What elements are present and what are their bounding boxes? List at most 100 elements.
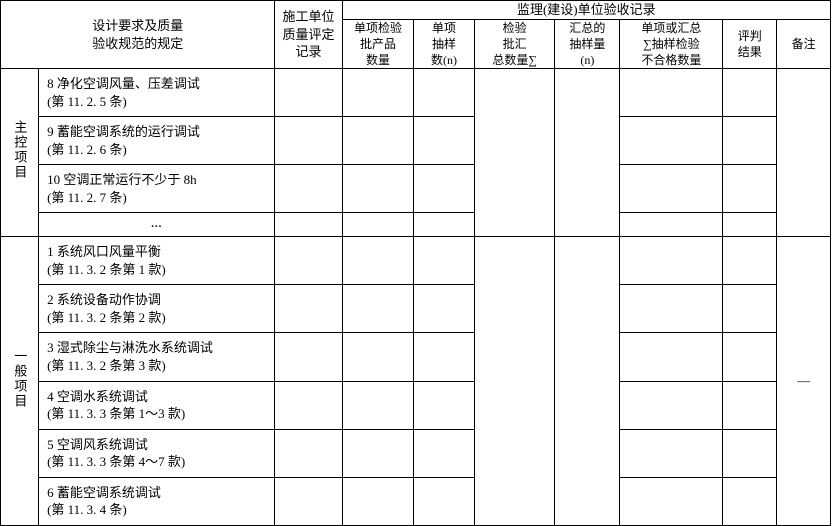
main-item-2-ref: (第 11. 2. 7 条) [47,189,266,207]
hdr-supervision-group: 监理(建设)单位验收记录 [342,1,830,20]
general-item-1-ref: (第 11. 3. 2 条第 2 款) [47,309,266,327]
gen-4-s5 [620,429,723,477]
gen-1-const [275,285,342,333]
gen-5-s2 [414,477,474,525]
general-item-5-desc: 6 蓄能空调系统调试 (第 11. 3. 4 条) [39,477,275,525]
hdr-supervision-text: 监理(建设)单位验收记录 [517,2,656,17]
gen-3-s1 [342,381,414,429]
gen-3-s5 [620,381,723,429]
gen-2-s1 [342,333,414,381]
general-remark-text: — [797,373,810,388]
gen-2-s5 [620,333,723,381]
general-item-0-desc: 1 系统风口风量平衡 (第 11. 3. 2 条第 1 款) [39,237,275,285]
general-item-5-ref: (第 11. 3. 4 条) [47,501,266,519]
general-item-1-line: 2 系统设备动作协调 [47,292,161,307]
general-item-2-line: 3 湿式除尘与淋洗水系统调试 [47,340,213,355]
category-main: 主控项目 [1,69,39,237]
hdr-construction-text: 施工单位质量评定记录 [283,9,335,59]
gen-4-s6 [723,429,777,477]
gen-1-s2 [414,285,474,333]
general-row-0: 一般项目 1 系统风口风量平衡 (第 11. 3. 2 条第 1 款) — [1,237,831,285]
general-item-2-desc: 3 湿式除尘与淋洗水系统调试 (第 11. 3. 2 条第 3 款) [39,333,275,381]
gen-5-s5 [620,477,723,525]
general-item-2-ref: (第 11. 3. 2 条第 3 款) [47,357,266,375]
main-0-const [275,69,342,117]
main-item-1-line: 9 蓄能空调系统的运行调试 [47,124,200,139]
main-2-s1 [342,165,414,213]
main-0-s6 [723,69,777,117]
main-item-1-desc: 9 蓄能空调系统的运行调试 (第 11. 2. 6 条) [39,117,275,165]
gen-4-const [275,429,342,477]
category-general-label: 一般项目 [11,349,29,409]
main-0-s5 [620,69,723,117]
general-item-1-desc: 2 系统设备动作协调 (第 11. 3. 2 条第 2 款) [39,285,275,333]
gen-2-s6 [723,333,777,381]
main-2-const [275,165,342,213]
main-0-s2 [414,69,474,117]
main-s3-merged [474,69,555,237]
hdr-construction-record: 施工单位质量评定记录 [275,1,342,69]
main-item-2-line: 10 空调正常运行不少于 8h [47,172,197,187]
main-e-s2 [414,213,474,237]
general-item-0-ref: (第 11. 3. 2 条第 1 款) [47,261,266,279]
category-general: 一般项目 [1,237,39,526]
gen-4-s2 [414,429,474,477]
gen-1-s6 [723,285,777,333]
gen-s4-merged [555,237,620,526]
gen-5-const [275,477,342,525]
hdr-design-req-text: 设计要求及质量验收规范的规定 [92,18,183,51]
gen-5-s1 [342,477,414,525]
gen-s3-merged [474,237,555,526]
hdr-s3: 检验批汇总数量∑ [474,19,555,69]
main-1-s5 [620,117,723,165]
general-row-3: 4 空调水系统调试 (第 11. 3. 3 条第 1～3 款) [1,381,831,429]
gen-1-s1 [342,285,414,333]
main-2-s6 [723,165,777,213]
general-item-4-desc: 5 空调风系统调试 (第 11. 3. 3 条第 4～7 款) [39,429,275,477]
gen-3-const [275,381,342,429]
general-row-5: 6 蓄能空调系统调试 (第 11. 3. 4 条) [1,477,831,525]
main-item-0-line: 8 净化空调风量、压差调试 [47,76,200,91]
general-row-4: 5 空调风系统调试 (第 11. 3. 3 条第 4～7 款) [1,429,831,477]
main-1-const [275,117,342,165]
general-item-3-ref: (第 11. 3. 3 条第 1～3 款) [47,405,266,423]
hdr-s2: 单项抽样数(n) [414,19,474,69]
main-1-s2 [414,117,474,165]
hdr-design-req: 设计要求及质量验收规范的规定 [1,1,275,69]
gen-1-s5 [620,285,723,333]
main-e-const [275,213,342,237]
category-main-label: 主控项目 [11,120,29,180]
main-item-0-desc: 8 净化空调风量、压差调试 (第 11. 2. 5 条) [39,69,275,117]
main-row-1: 9 蓄能空调系统的运行调试 (第 11. 2. 6 条) [1,117,831,165]
gen-0-s5 [620,237,723,285]
main-row-0: 主控项目 8 净化空调风量、压差调试 (第 11. 2. 5 条) [1,69,831,117]
gen-s7-merged: — [777,237,831,526]
gen-0-const [275,237,342,285]
gen-5-s6 [723,477,777,525]
main-row-ellipsis: … [1,213,831,237]
gen-2-const [275,333,342,381]
main-item-0-ref: (第 11. 2. 5 条) [47,93,266,111]
main-1-s6 [723,117,777,165]
general-item-5-line: 6 蓄能空调系统调试 [47,485,161,500]
gen-0-s6 [723,237,777,285]
hdr-s5: 单项或汇总∑抽样检验不合格数量 [620,19,723,69]
inspection-table: 设计要求及质量验收规范的规定 施工单位质量评定记录 监理(建设)单位验收记录 单… [0,0,831,526]
gen-4-s1 [342,429,414,477]
gen-3-s6 [723,381,777,429]
main-1-s1 [342,117,414,165]
main-e-s5 [620,213,723,237]
main-0-s1 [342,69,414,117]
general-item-4-line: 5 空调风系统调试 [47,437,148,452]
general-item-3-desc: 4 空调水系统调试 (第 11. 3. 3 条第 1～3 款) [39,381,275,429]
main-item-1-ref: (第 11. 2. 6 条) [47,141,266,159]
main-e-s6 [723,213,777,237]
hdr-s6: 评判结果 [723,19,777,69]
general-item-0-line: 1 系统风口风量平衡 [47,244,161,259]
main-2-s5 [620,165,723,213]
hdr-s4: 汇总的抽样量(n) [555,19,620,69]
gen-2-s2 [414,333,474,381]
main-2-s2 [414,165,474,213]
main-s7-merged [777,69,831,237]
general-item-4-ref: (第 11. 3. 3 条第 4～7 款) [47,453,266,471]
